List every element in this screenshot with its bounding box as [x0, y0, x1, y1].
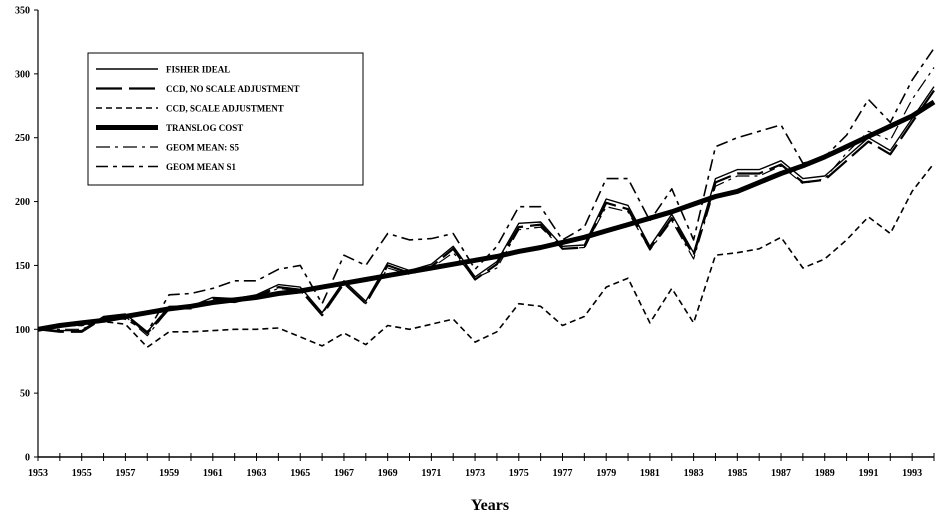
x-tick-label: 1963: [247, 468, 267, 479]
y-tick-label: 250: [15, 133, 30, 144]
x-tick-label: 1953: [28, 468, 48, 479]
x-tick-label: 1967: [334, 468, 354, 479]
x-tick-label: 1975: [509, 468, 529, 479]
y-tick-label: 100: [15, 325, 30, 336]
legend-label-4: GEOM MEAN: S5: [166, 143, 239, 153]
legend-box: [87, 52, 364, 186]
x-tick-label: 1971: [421, 468, 441, 479]
legend: FISHER IDEAL CCD, NO SCALE ADJUSTMENT CCD,…: [87, 52, 364, 186]
series-layer: [37, 47, 936, 349]
x-tick-label: 1969: [378, 468, 398, 479]
series-line-2: [37, 162, 935, 349]
x-axis-title: Years: [471, 497, 509, 514]
legend-label-5: GEOM MEAN S1: [166, 162, 237, 172]
x-tick-label: 1989: [815, 468, 835, 479]
legend-label-0: FISHER IDEAL: [166, 65, 230, 75]
x-tick-label: 1991: [858, 468, 878, 479]
y-tick-label: 50: [20, 389, 30, 400]
y-tick-label: 300: [15, 69, 30, 80]
legend-label-3: TRANSLOG COST: [166, 123, 243, 133]
series-line-3: [37, 99, 936, 332]
x-tick-label: 1979: [596, 468, 616, 479]
y-tick-label: 350: [15, 6, 30, 17]
x-tick-label: 1985: [727, 468, 747, 479]
legend-label-2: CCD, SCALE ADJUSTMENT: [166, 104, 284, 114]
legend-label-1: CCD, NO SCALE ADJUSTMENT: [166, 84, 300, 94]
x-tick-label: 1993: [902, 468, 922, 479]
x-tick-label: 1983: [684, 468, 704, 479]
y-tick-label: 150: [15, 261, 30, 272]
x-tick-label: 1977: [552, 468, 572, 479]
x-tick-label: 1957: [115, 468, 135, 479]
x-tick-label: 1955: [72, 468, 92, 479]
x-tick-label: 1981: [640, 468, 660, 479]
y-tick-label: 0: [25, 453, 30, 464]
x-tick-label: 1973: [465, 468, 485, 479]
axes: 0 50 100 150 200 250 300 350 1953 1955 1957 1959 196…: [15, 6, 935, 479]
x-tick-label: 1961: [203, 468, 223, 479]
x-tick-label: 1965: [290, 468, 310, 479]
x-tick-label: 1987: [771, 468, 791, 479]
x-tick-label: 1959: [159, 468, 179, 479]
y-tick-label: 200: [15, 197, 30, 208]
